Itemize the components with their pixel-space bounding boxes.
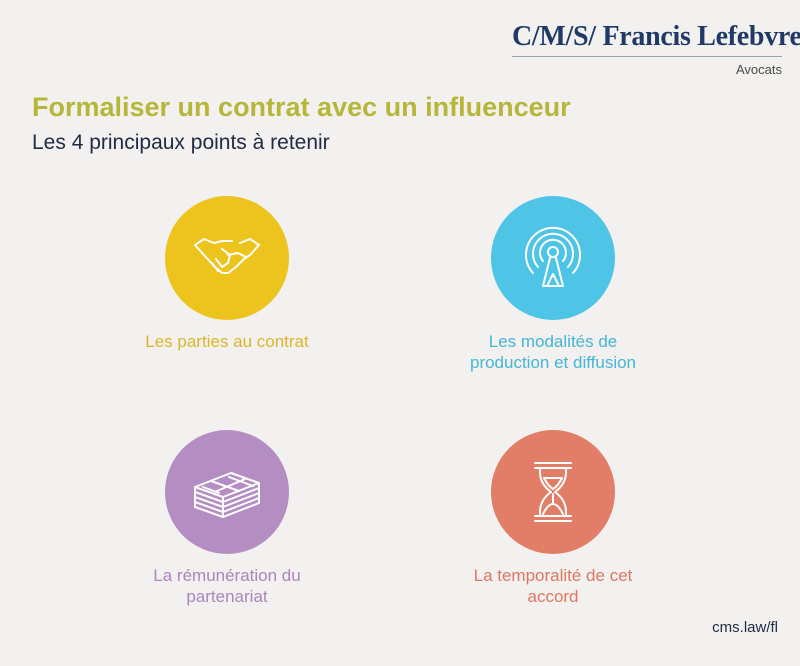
point-remuneration-label: La rémunération du partenariat xyxy=(87,565,367,607)
page-title: Formaliser un contrat avec un influenceu… xyxy=(32,92,571,122)
point-temporalite-circle xyxy=(491,430,615,554)
logo-divider xyxy=(512,56,782,57)
handshake-icon xyxy=(194,238,260,274)
point-parties: Les parties au contrat xyxy=(87,196,367,352)
point-remuneration-circle xyxy=(165,430,289,554)
logo-wordmark: C/M/S/ Francis Lefebvre xyxy=(512,21,800,52)
point-parties-label-line: Les parties au contrat xyxy=(145,332,309,351)
point-temporalite-label-line: accord xyxy=(527,587,579,606)
point-modalites-label-line: Les modalités de xyxy=(488,332,618,351)
point-modalites-label-line: production et diffusion xyxy=(469,353,637,372)
point-modalites: Les modalités de production et diffusion xyxy=(413,196,693,373)
point-temporalite: La temporalité de cet accord xyxy=(413,430,693,607)
point-remuneration-label-line: partenariat xyxy=(186,587,268,606)
cms-logo: C/M/S/ Francis Lefebvre Avocats xyxy=(512,21,800,77)
point-modalites-label: Les modalités de production et diffusion xyxy=(413,331,693,373)
point-temporalite-label-line: La temporalité de cet xyxy=(473,566,633,585)
logo-subtitle: Avocats xyxy=(735,62,782,77)
point-parties-label: Les parties au contrat xyxy=(87,331,367,352)
point-remuneration: La rémunération du partenariat xyxy=(87,430,367,607)
point-modalites-circle xyxy=(491,196,615,320)
hourglass-icon xyxy=(534,462,572,522)
point-temporalite-label: La temporalité de cet accord xyxy=(413,565,693,607)
broadcast-antenna-icon xyxy=(525,226,581,287)
footer-url: cms.law/fl xyxy=(712,619,778,636)
money-stack-icon xyxy=(194,472,260,518)
point-parties-circle xyxy=(165,196,289,320)
point-remuneration-label-line: La rémunération du xyxy=(153,566,301,585)
page-subtitle: Les 4 principaux points à retenir xyxy=(32,131,330,154)
